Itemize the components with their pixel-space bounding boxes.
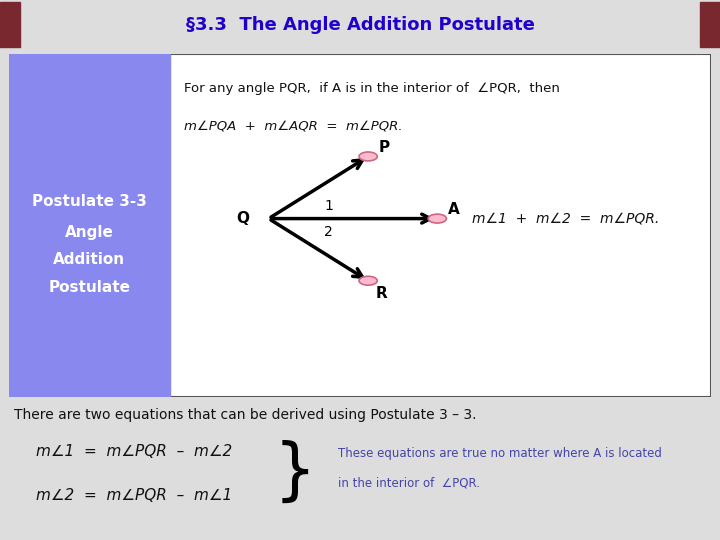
Circle shape	[428, 214, 446, 223]
Text: Q: Q	[236, 211, 249, 226]
Circle shape	[359, 276, 377, 285]
Text: There are two equations that can be derived using Postulate 3 – 3.: There are two equations that can be deri…	[14, 408, 477, 422]
Text: For any angle PQR,  if A is in the interior of  ∠PQR,  then: For any angle PQR, if A is in the interi…	[184, 82, 560, 95]
Bar	[9, 54, 170, 397]
Circle shape	[359, 152, 377, 161]
Text: }: }	[274, 440, 316, 507]
Text: m∠2  =  m∠PQR  –  m∠1: m∠2 = m∠PQR – m∠1	[36, 488, 233, 503]
Text: m∠1  =  m∠PQR  –  m∠2: m∠1 = m∠PQR – m∠2	[36, 443, 233, 458]
Text: Postulate: Postulate	[48, 280, 130, 295]
Text: 1: 1	[324, 199, 333, 213]
Text: R: R	[375, 286, 387, 301]
Bar	[0, 3, 20, 47]
Text: §3.3  The Angle Addition Postulate: §3.3 The Angle Addition Postulate	[186, 16, 534, 34]
Text: These equations are true no matter where A is located: These equations are true no matter where…	[338, 447, 662, 460]
Text: Postulate 3-3: Postulate 3-3	[32, 194, 147, 209]
Text: Angle: Angle	[65, 225, 114, 240]
Text: in the interior of  ∠PQR.: in the interior of ∠PQR.	[338, 477, 480, 490]
Text: 2: 2	[324, 225, 333, 239]
Text: A: A	[448, 202, 459, 217]
Text: m∠PQA  +  m∠AQR  =  m∠PQR.: m∠PQA + m∠AQR = m∠PQR.	[184, 119, 403, 132]
Text: Addition: Addition	[53, 252, 125, 267]
Text: P: P	[379, 140, 390, 155]
Bar	[700, 3, 720, 47]
Text: m∠1  +  m∠2  =  m∠PQR.: m∠1 + m∠2 = m∠PQR.	[472, 212, 660, 226]
